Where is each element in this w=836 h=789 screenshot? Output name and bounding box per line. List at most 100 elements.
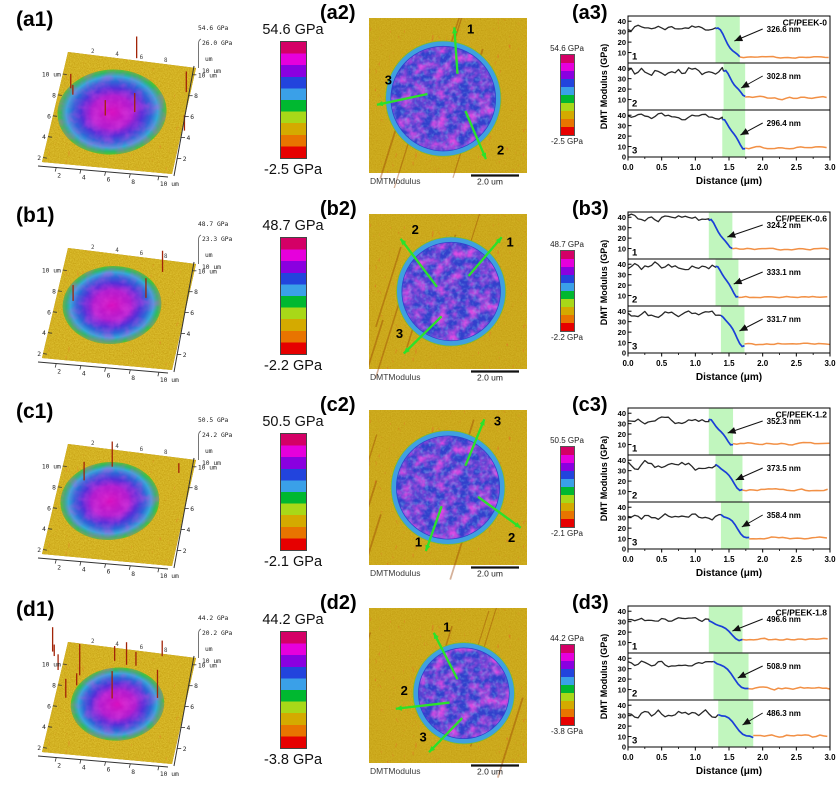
svg-text:2.5: 2.5 — [791, 555, 803, 564]
svg-text:40: 40 — [618, 17, 626, 26]
interphase-width-annotation: 333.1 nm — [767, 268, 801, 277]
interphase-width-annotation: 373.5 nm — [767, 464, 801, 473]
svg-text:30: 30 — [618, 27, 626, 36]
annotation-arrow — [739, 318, 763, 332]
svg-text:0: 0 — [622, 743, 626, 752]
svg-text:4: 4 — [82, 765, 86, 772]
colorbar-gradient — [279, 237, 307, 355]
svg-text:2: 2 — [183, 746, 187, 753]
svg-text:8: 8 — [52, 682, 56, 689]
svg-text:1.0: 1.0 — [690, 163, 702, 172]
interphase-profile-segment — [720, 314, 745, 348]
svg-text:30: 30 — [618, 270, 626, 279]
svg-text:1.0: 1.0 — [690, 359, 702, 368]
y-axis-label: DMT Modulus (GPa) — [599, 44, 609, 130]
matrix-profile-segment — [745, 95, 827, 101]
svg-text:8: 8 — [131, 769, 135, 776]
map-title: DMTModulus — [370, 372, 421, 382]
z-max-label: 44.2 GPa — [198, 615, 229, 622]
matrix-profile-segment — [749, 536, 828, 540]
svg-text:1.0: 1.0 — [690, 555, 702, 564]
svg-text:40: 40 — [618, 607, 626, 616]
profile-number-label: 1 — [632, 52, 638, 63]
svg-text:8: 8 — [194, 485, 198, 492]
svg-text:10 um: 10 um — [198, 268, 217, 275]
dmt-modulus-map-c2: 3 2 1 DMTModulus 2.0 um — [369, 410, 527, 580]
colorbar-min-label: -2.5 GPa — [263, 162, 323, 178]
svg-text:2.5: 2.5 — [791, 163, 803, 172]
profile-number-label: 1 — [632, 642, 638, 653]
mini-colorbar-d: 44.2 GPa -3.8 GPa — [534, 634, 600, 736]
svg-text:2: 2 — [37, 547, 41, 554]
fiber-profile-segment — [627, 416, 710, 425]
svg-text:10 um: 10 um — [202, 264, 221, 271]
svg-text:2: 2 — [183, 156, 187, 163]
panel-label-a2: (a2) — [320, 2, 356, 24]
svg-text:8: 8 — [52, 288, 56, 295]
colorbar-gradient — [279, 41, 307, 159]
svg-text:20: 20 — [618, 85, 626, 94]
interphase-width-annotation: 331.7 nm — [767, 315, 801, 324]
svg-text:10 um: 10 um — [160, 573, 179, 580]
colorbar-max-label: 50.5 GPa — [262, 414, 324, 430]
scale-bar-label: 2.0 um — [477, 373, 503, 383]
colorbar-gradient — [279, 433, 307, 551]
svg-text:2: 2 — [183, 548, 187, 555]
svg-text:0: 0 — [622, 545, 626, 554]
mini-colorbar-gradient — [559, 446, 575, 528]
svg-text:2: 2 — [91, 441, 95, 447]
scale-bar-label: 2.0 um — [477, 767, 503, 777]
profile-number-label: 2 — [632, 99, 637, 110]
svg-text:4: 4 — [115, 642, 119, 648]
svg-text:4: 4 — [187, 331, 191, 338]
profile-number-label: 1 — [632, 444, 638, 455]
svg-text:30: 30 — [618, 317, 626, 326]
svg-text:10 um: 10 um — [160, 377, 179, 384]
fiber-profile-segment — [627, 66, 725, 77]
interphase-profile-segment — [715, 27, 741, 58]
interphase-band — [718, 700, 754, 747]
svg-text:6: 6 — [107, 767, 111, 774]
interphase-profile-segment — [720, 513, 750, 539]
z-mid-label: 23.3 GPa — [202, 236, 233, 243]
svg-text:10 um: 10 um — [42, 464, 61, 471]
svg-text:30: 30 — [618, 466, 626, 475]
svg-text:20: 20 — [618, 132, 626, 141]
svg-text:0.5: 0.5 — [656, 555, 668, 564]
interphase-profile-segment — [715, 265, 739, 298]
interphase-width-annotation: 302.8 nm — [767, 72, 801, 81]
z-max-label: 54.6 GPa — [198, 25, 229, 32]
svg-text:40: 40 — [618, 701, 626, 710]
colorbar-c: 50.5 GPa -2.1 GPa — [248, 414, 338, 570]
fiber-profile-segment — [627, 213, 710, 223]
svg-text:8: 8 — [164, 254, 168, 260]
profile-arrow-1 — [432, 632, 459, 680]
svg-text:4: 4 — [115, 444, 119, 450]
mini-colorbar-b: 48.7 GPa -2.2 GPa — [534, 240, 600, 342]
fiber-profile-segment — [627, 112, 723, 121]
matrix-profile-segment — [732, 441, 830, 446]
colorbar-max-label: 54.6 GPa — [262, 22, 324, 38]
mini-colorbar-min-label: -2.1 GPa — [550, 529, 583, 538]
svg-text:20: 20 — [618, 524, 626, 533]
mini-colorbar-min-label: -3.8 GPa — [550, 727, 583, 736]
profile-arrow-3 — [402, 315, 443, 355]
annotation-arrow — [727, 420, 763, 434]
z-mid-label: 20.2 GPa — [202, 630, 233, 637]
svg-text:6: 6 — [47, 309, 51, 316]
profile-arrow-2 — [477, 495, 522, 529]
scale-bar-label: 2.0 um — [477, 177, 503, 187]
svg-text:8: 8 — [164, 648, 168, 654]
svg-text:30: 30 — [618, 513, 626, 522]
profile-number-label: 2 — [632, 689, 637, 700]
svg-text:8: 8 — [131, 375, 135, 382]
svg-text:0.0: 0.0 — [622, 359, 634, 368]
colorbar-max-label: 44.2 GPa — [262, 612, 324, 628]
svg-text:40: 40 — [618, 64, 626, 73]
svg-text:40: 40 — [618, 213, 626, 222]
svg-text:40: 40 — [618, 654, 626, 663]
interphase-width-annotation: 486.3 nm — [767, 709, 801, 718]
svg-text:40: 40 — [618, 503, 626, 512]
